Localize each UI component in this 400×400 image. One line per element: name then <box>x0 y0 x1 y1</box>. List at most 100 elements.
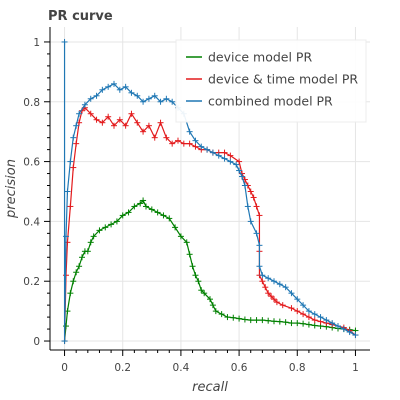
data-point-marker <box>183 239 190 246</box>
data-point-marker <box>241 182 248 189</box>
data-point-marker <box>282 319 289 326</box>
data-point-marker <box>93 116 100 123</box>
data-point-marker <box>70 134 77 141</box>
data-point-marker <box>186 128 193 135</box>
data-point-marker <box>151 92 158 99</box>
data-point-marker <box>116 116 123 123</box>
data-point-marker <box>122 122 129 129</box>
data-point-marker <box>61 38 68 45</box>
data-point-marker <box>81 101 88 108</box>
data-point-marker <box>186 140 193 147</box>
data-point-marker <box>169 140 176 147</box>
data-point-marker <box>294 320 301 327</box>
data-point-marker <box>99 86 106 93</box>
data-point-marker <box>195 278 202 285</box>
data-point-marker <box>288 305 295 312</box>
x-tick-label: 0.4 <box>173 362 190 374</box>
data-point-marker <box>265 275 272 282</box>
data-point-marker <box>209 302 216 309</box>
x-tick-label: 0.2 <box>114 362 131 374</box>
x-tick-label: 0.8 <box>289 362 306 374</box>
data-point-marker <box>300 311 307 318</box>
data-point-marker <box>163 95 170 102</box>
data-point-marker <box>209 149 216 156</box>
data-point-marker <box>63 323 69 330</box>
chart-title: PR curve <box>48 9 113 24</box>
data-point-marker <box>151 134 158 141</box>
data-point-marker <box>177 233 184 240</box>
data-point-marker <box>145 122 152 129</box>
series-device-model-pr <box>61 197 359 345</box>
data-point-marker <box>113 218 120 225</box>
data-point-marker <box>204 146 211 153</box>
data-point-marker <box>70 278 77 285</box>
data-point-marker <box>99 119 106 126</box>
data-point-marker <box>198 143 205 150</box>
data-point-marker <box>294 308 301 315</box>
data-point-marker <box>288 320 295 327</box>
data-point-marker <box>271 318 277 325</box>
data-point-marker <box>116 86 123 93</box>
series-line <box>63 41 356 342</box>
data-point-marker <box>276 281 283 288</box>
data-point-marker <box>157 98 164 105</box>
data-point-marker <box>189 263 196 270</box>
legend: device model PR device & time model PR com… <box>175 39 367 123</box>
data-point-marker <box>201 290 208 297</box>
data-point-marker <box>111 80 117 87</box>
data-point-marker <box>273 299 280 306</box>
data-point-marker <box>79 254 85 261</box>
data-point-marker <box>282 284 289 291</box>
data-point-marker <box>105 113 112 120</box>
x-axis-label: recall <box>192 380 228 395</box>
y-tick-label: 0.8 <box>23 97 40 109</box>
series-group <box>61 38 359 345</box>
data-point-marker <box>305 314 312 321</box>
data-point-marker <box>137 200 144 207</box>
data-point-marker <box>198 287 205 294</box>
data-point-marker <box>259 272 266 279</box>
data-point-marker <box>244 203 251 210</box>
data-point-marker <box>67 158 74 165</box>
data-point-marker <box>247 218 254 225</box>
data-point-marker <box>230 314 237 321</box>
data-point-marker <box>300 320 307 327</box>
data-point-marker <box>253 203 260 210</box>
legend-label: device & time model PR <box>208 72 358 87</box>
data-point-marker <box>134 92 141 99</box>
data-point-marker <box>157 119 164 126</box>
data-point-marker <box>305 321 312 328</box>
data-point-marker <box>67 203 74 210</box>
y-tick-label: 0.2 <box>23 276 40 288</box>
data-point-marker <box>215 152 222 159</box>
data-point-marker <box>96 227 103 234</box>
data-point-marker <box>236 158 243 165</box>
data-point-marker <box>311 311 318 318</box>
x-tick-label: 1 <box>352 362 359 374</box>
data-point-marker <box>265 290 272 297</box>
data-point-marker <box>259 278 266 285</box>
data-point-marker <box>224 314 231 321</box>
data-point-marker <box>90 233 97 240</box>
data-point-marker <box>352 332 359 339</box>
data-point-marker <box>145 95 152 102</box>
y-axis-label: precision <box>4 159 19 219</box>
data-point-marker <box>317 314 324 321</box>
data-point-marker <box>250 194 257 201</box>
series-device-time-model-pr <box>61 104 359 345</box>
data-point-marker <box>87 110 94 117</box>
data-point-marker <box>340 326 347 333</box>
data-point-marker <box>143 203 149 210</box>
data-point-marker <box>166 215 173 222</box>
data-point-marker <box>236 167 243 174</box>
data-point-marker <box>247 188 254 195</box>
data-point-marker <box>148 206 155 213</box>
data-point-marker <box>70 164 77 171</box>
legend-label: device model PR <box>208 50 312 65</box>
data-point-marker <box>119 212 126 219</box>
data-point-marker <box>218 311 225 318</box>
data-point-marker <box>87 95 94 102</box>
data-point-marker <box>233 161 240 168</box>
x-tick-label: 0 <box>61 362 68 374</box>
